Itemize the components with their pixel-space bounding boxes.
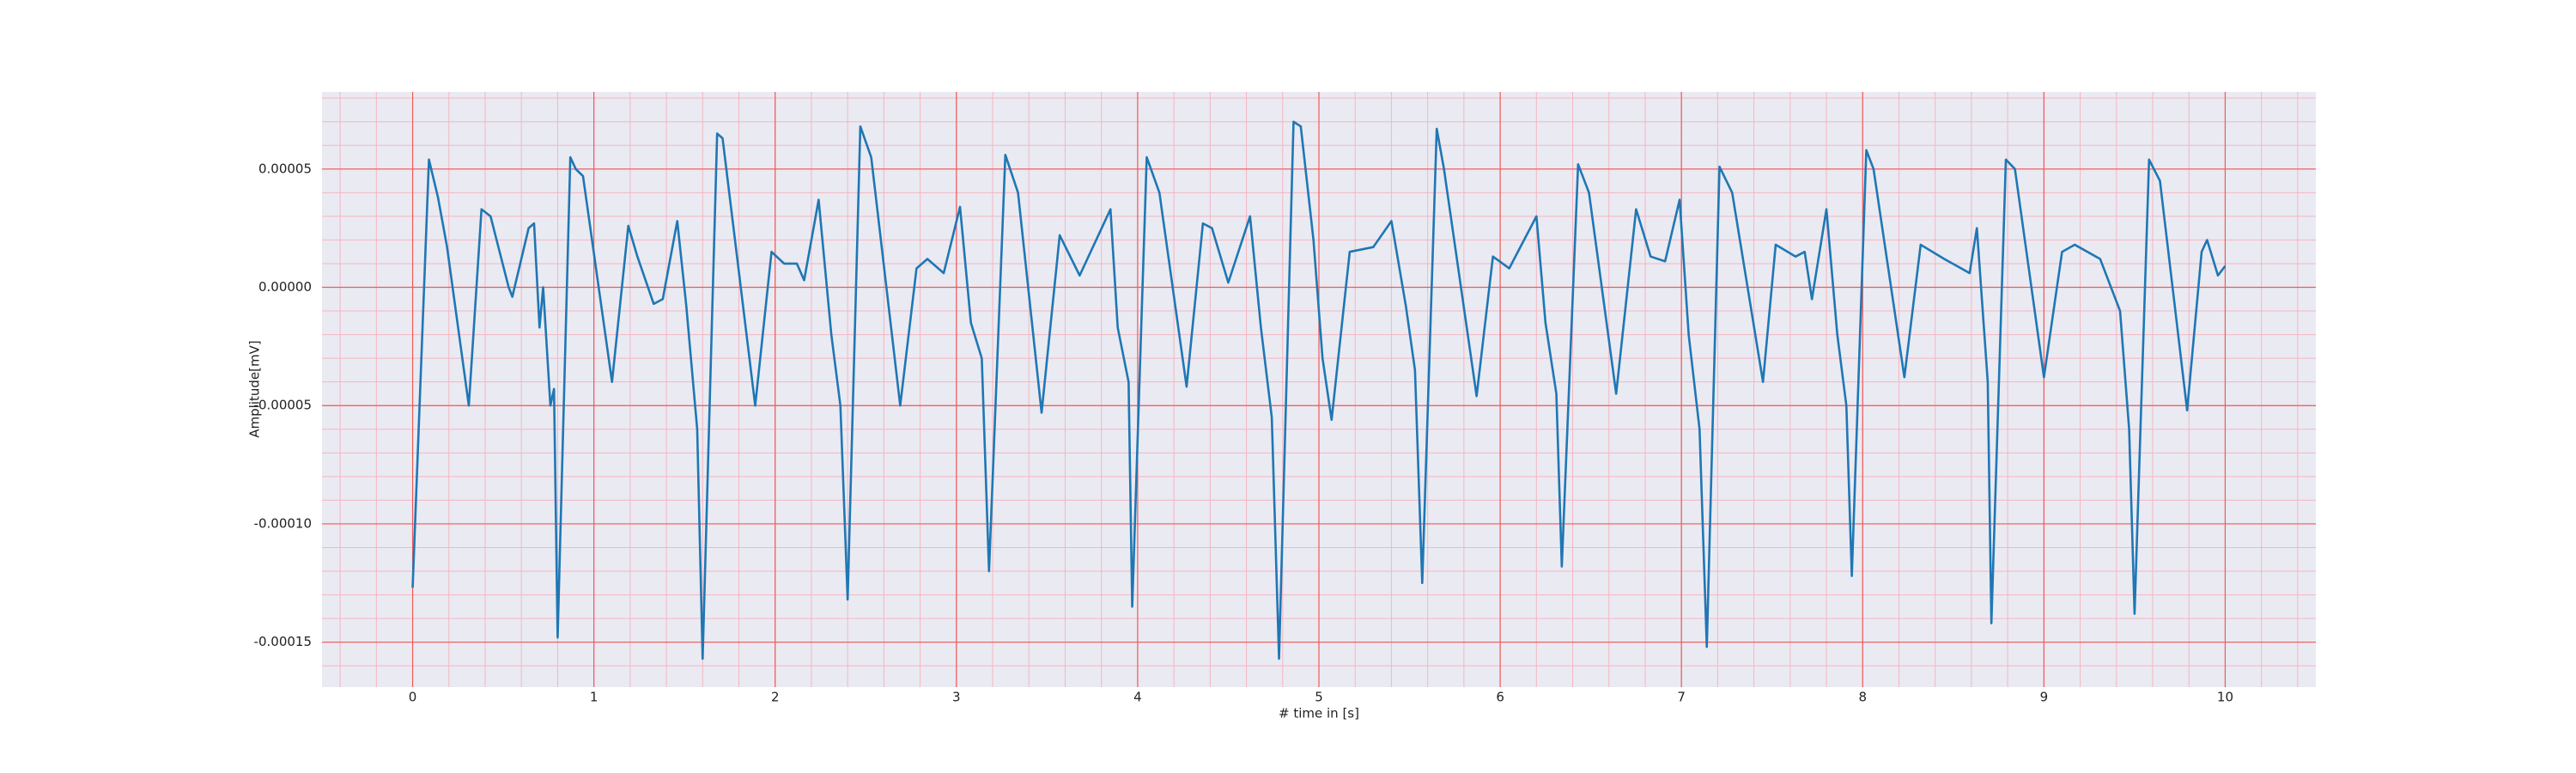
x-tick-label: 6 — [1496, 690, 1504, 705]
x-tick-label: 4 — [1133, 690, 1142, 705]
y-tick-label: 0.00005 — [258, 161, 312, 176]
y-tick-label: 0.00000 — [258, 279, 312, 295]
marks — [411, 120, 2227, 660]
x-tick-label: 7 — [1677, 690, 1686, 705]
x-tick-label: 5 — [1315, 690, 1323, 705]
y-tick-label: -0.00015 — [254, 634, 312, 649]
y-tick-label: -0.00005 — [254, 398, 312, 413]
grid — [322, 92, 2316, 687]
x-tick-label: 8 — [1858, 690, 1867, 705]
x-tick-label: 10 — [2217, 690, 2233, 705]
x-tick-label: 2 — [771, 690, 780, 705]
x-tick-label: 9 — [2040, 690, 2049, 705]
y-tick-label: -0.00010 — [254, 515, 312, 531]
x-axis-label: # time in [s] — [1279, 706, 1359, 721]
y-axis-label: Amplitude[mV] — [247, 340, 263, 437]
series-line — [411, 120, 2227, 660]
x-tick-label: 1 — [590, 690, 598, 705]
x-tick-label: 0 — [409, 690, 417, 705]
x-tick-label: 3 — [952, 690, 961, 705]
